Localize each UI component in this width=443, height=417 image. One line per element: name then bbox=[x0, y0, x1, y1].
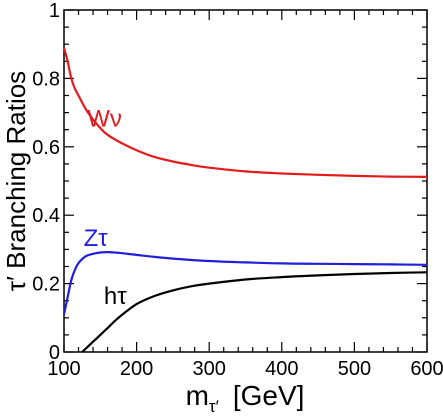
x-tick-label: 500 bbox=[338, 358, 371, 380]
tick-labels: 100 200 300 400 500 600 0 0.2 0.4 0.6 0.8 1 bbox=[32, 0, 443, 380]
y-tick-label: 0 bbox=[49, 342, 60, 364]
series-line bbox=[62, 250, 428, 315]
series-labels: Wν Zτ hτ bbox=[84, 105, 128, 310]
series-line bbox=[62, 47, 428, 178]
series-line bbox=[81, 271, 428, 353]
series-label: hτ bbox=[104, 283, 127, 310]
y-tick-label: 0.6 bbox=[32, 137, 60, 159]
y-tick-label: 0.8 bbox=[32, 68, 60, 90]
series-label: Wν bbox=[87, 105, 122, 132]
series-label: Zτ bbox=[84, 225, 109, 252]
x-tick-label: 600 bbox=[410, 358, 443, 380]
y-tick-label: 0.2 bbox=[32, 274, 60, 296]
x-axis-title-main: m bbox=[186, 380, 209, 411]
x-tick-label: 100 bbox=[47, 358, 80, 380]
x-tick-label: 200 bbox=[120, 358, 153, 380]
x-tick-label: 400 bbox=[265, 358, 298, 380]
series-lines bbox=[62, 47, 428, 353]
y-axis-title: τ′ Branching Ratios bbox=[1, 71, 31, 291]
x-axis-title-unit: [GeV] bbox=[233, 380, 305, 411]
x-axis-title: mτ′ [GeV] bbox=[186, 380, 305, 416]
y-tick-label: 1 bbox=[49, 0, 60, 22]
tick-marks bbox=[63, 9, 428, 353]
x-axis-title-subscript: τ′ bbox=[209, 397, 219, 416]
y-tick-label: 0.4 bbox=[32, 205, 60, 227]
x-tick-label: 300 bbox=[193, 358, 226, 380]
